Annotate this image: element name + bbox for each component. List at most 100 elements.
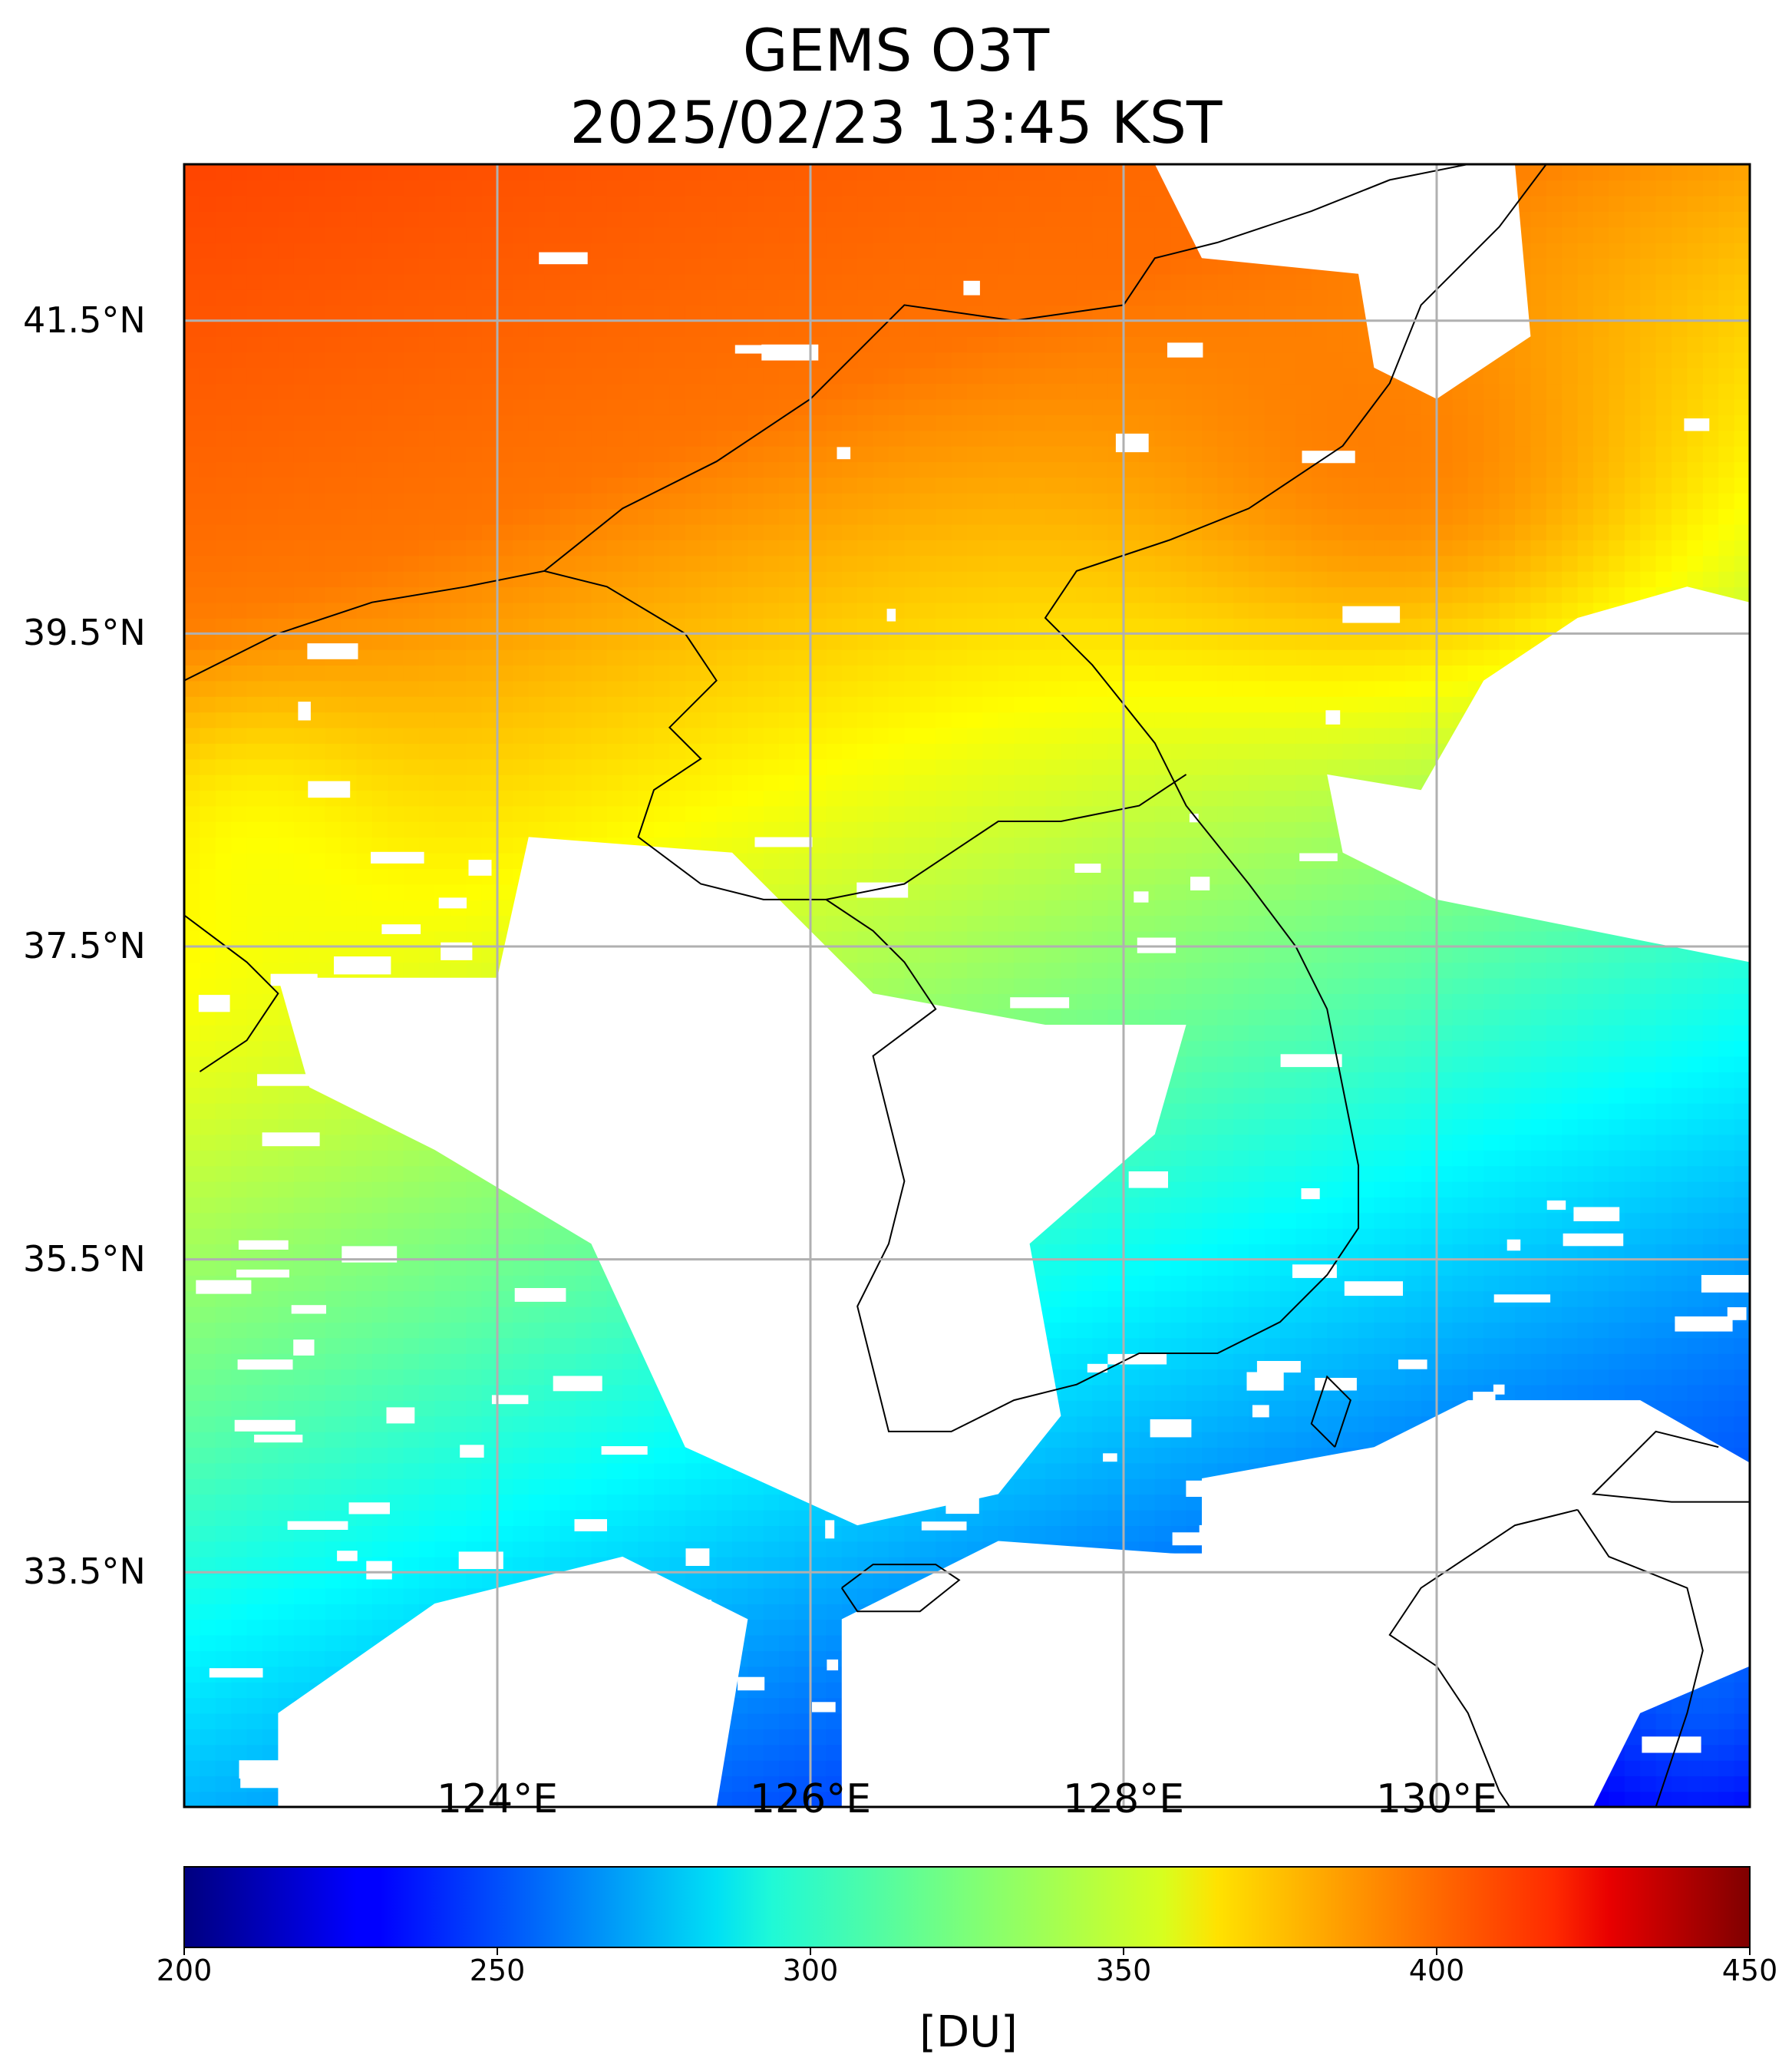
ozone-cell (341, 1306, 358, 1323)
ozone-cell (1061, 1462, 1078, 1479)
ozone-cell (1374, 1087, 1391, 1104)
ozone-cell (325, 1259, 342, 1276)
ozone-cell (528, 1478, 545, 1495)
ozone-cell (1264, 1181, 1281, 1197)
ozone-cell (1515, 1259, 1532, 1276)
ozone-cell (1515, 1369, 1532, 1386)
ozone-cell (356, 1400, 373, 1417)
ozone-cell (1327, 1275, 1344, 1292)
ozone-cell (1107, 1181, 1124, 1197)
ozone-cell (1107, 1400, 1124, 1417)
ozone-cell (794, 1697, 811, 1714)
ozone-cell (1264, 1134, 1281, 1151)
ozone-cell (559, 1400, 576, 1417)
ozone-cell (1092, 1227, 1109, 1245)
ozone-cell (810, 1759, 827, 1777)
ozone-cell (889, 1525, 906, 1542)
ozone-cell (1045, 1290, 1062, 1307)
ozone-cell (513, 1541, 530, 1557)
ozone-cell (215, 1556, 232, 1574)
ozone-cell (497, 1322, 514, 1339)
ozone-cell (826, 1791, 843, 1807)
ozone-cell (371, 1259, 388, 1276)
ozone-cell (1655, 1181, 1672, 1197)
ozone-cell (1076, 1369, 1093, 1386)
ozone-cell (1421, 1181, 1437, 1197)
ozone-cell (1311, 1227, 1328, 1245)
ozone-cell (1437, 1369, 1454, 1386)
map-subtitle: 2025/02/23 13:45 KST (569, 88, 1223, 157)
ozone-cell (1577, 1181, 1594, 1197)
ozone-cell (215, 1212, 232, 1229)
ozone-cell (1170, 1118, 1187, 1135)
ozone-cell (1389, 1322, 1406, 1339)
ozone-cell (434, 1541, 451, 1557)
ozone-cell (215, 1431, 232, 1448)
ozone-cell (403, 1587, 420, 1604)
ozone-cell (1593, 1072, 1610, 1088)
ozone-cell (1437, 1290, 1454, 1307)
ozone-cell (1702, 1775, 1719, 1792)
ozone-cell (388, 1384, 404, 1401)
ozone-cell (200, 1040, 216, 1057)
ozone-cell (200, 1102, 216, 1120)
ozone-cell (1672, 1400, 1688, 1417)
ozone-cell (1249, 1447, 1266, 1464)
ozone-cell (262, 1650, 279, 1667)
ozone-cell (1672, 1259, 1688, 1276)
ozone-cell (810, 1604, 827, 1620)
ozone-cell (419, 1525, 436, 1542)
ozone-cell (779, 1556, 796, 1574)
ozone-cell (1452, 1040, 1469, 1057)
ozone-cell (1045, 1337, 1062, 1354)
ozone-cell (497, 1572, 514, 1589)
ozone-cell (904, 1525, 921, 1542)
ozone-cell (1342, 1165, 1359, 1182)
ozone-cell (450, 1244, 467, 1260)
ozone-cell (1405, 1197, 1422, 1214)
ozone-cell (1186, 1275, 1203, 1292)
ozone-cell (1609, 1384, 1625, 1401)
ozone-cell (403, 1150, 420, 1167)
ozone-cell (528, 1447, 545, 1464)
ozone-cell (1530, 1353, 1547, 1370)
ozone-cell (1655, 1212, 1672, 1229)
ozone-cell (1467, 1165, 1484, 1182)
ozone-cell (1672, 1244, 1688, 1260)
ozone-cell (356, 1306, 373, 1323)
ozone-cell (434, 1353, 451, 1370)
ozone-cell (1029, 1509, 1046, 1526)
ozone-cell (1311, 1306, 1328, 1323)
ozone-cell (1483, 1181, 1500, 1197)
ozone-cell (1295, 1165, 1312, 1182)
ozone-cell (1687, 1055, 1704, 1072)
ozone-cell (1170, 1102, 1187, 1120)
ozone-cell (246, 1197, 263, 1214)
ozone-cell (1734, 1713, 1750, 1729)
ozone-cell (1530, 1197, 1547, 1214)
ozone-cell (826, 1775, 843, 1792)
ozone-cell (1562, 1306, 1579, 1323)
ozone-cell (1609, 1025, 1625, 1042)
ozone-cell (419, 1290, 436, 1307)
ozone-cell (763, 1759, 780, 1777)
ozone-cell (1655, 1290, 1672, 1307)
ozone-cell (1405, 1322, 1422, 1339)
ozone-cell (481, 1275, 498, 1292)
ozone-cell (215, 1587, 232, 1604)
ozone-cell (576, 1306, 592, 1323)
ozone-cell (388, 1462, 404, 1479)
ozone-cell (246, 1055, 263, 1072)
ozone-cell (1734, 1415, 1750, 1432)
ozone-cell (278, 1619, 295, 1636)
ozone-cell (1437, 1165, 1454, 1182)
ozone-cell (576, 1400, 592, 1417)
ozone-cell (1702, 1150, 1719, 1167)
ozone-cell (1718, 1227, 1735, 1245)
ozone-cell (747, 1713, 764, 1729)
ozone-cell (1421, 1102, 1437, 1120)
ozone-cell (1217, 1415, 1234, 1432)
ozone-cell (184, 1040, 201, 1057)
ozone-cell (1577, 1369, 1594, 1386)
ozone-cell (1217, 1400, 1234, 1417)
